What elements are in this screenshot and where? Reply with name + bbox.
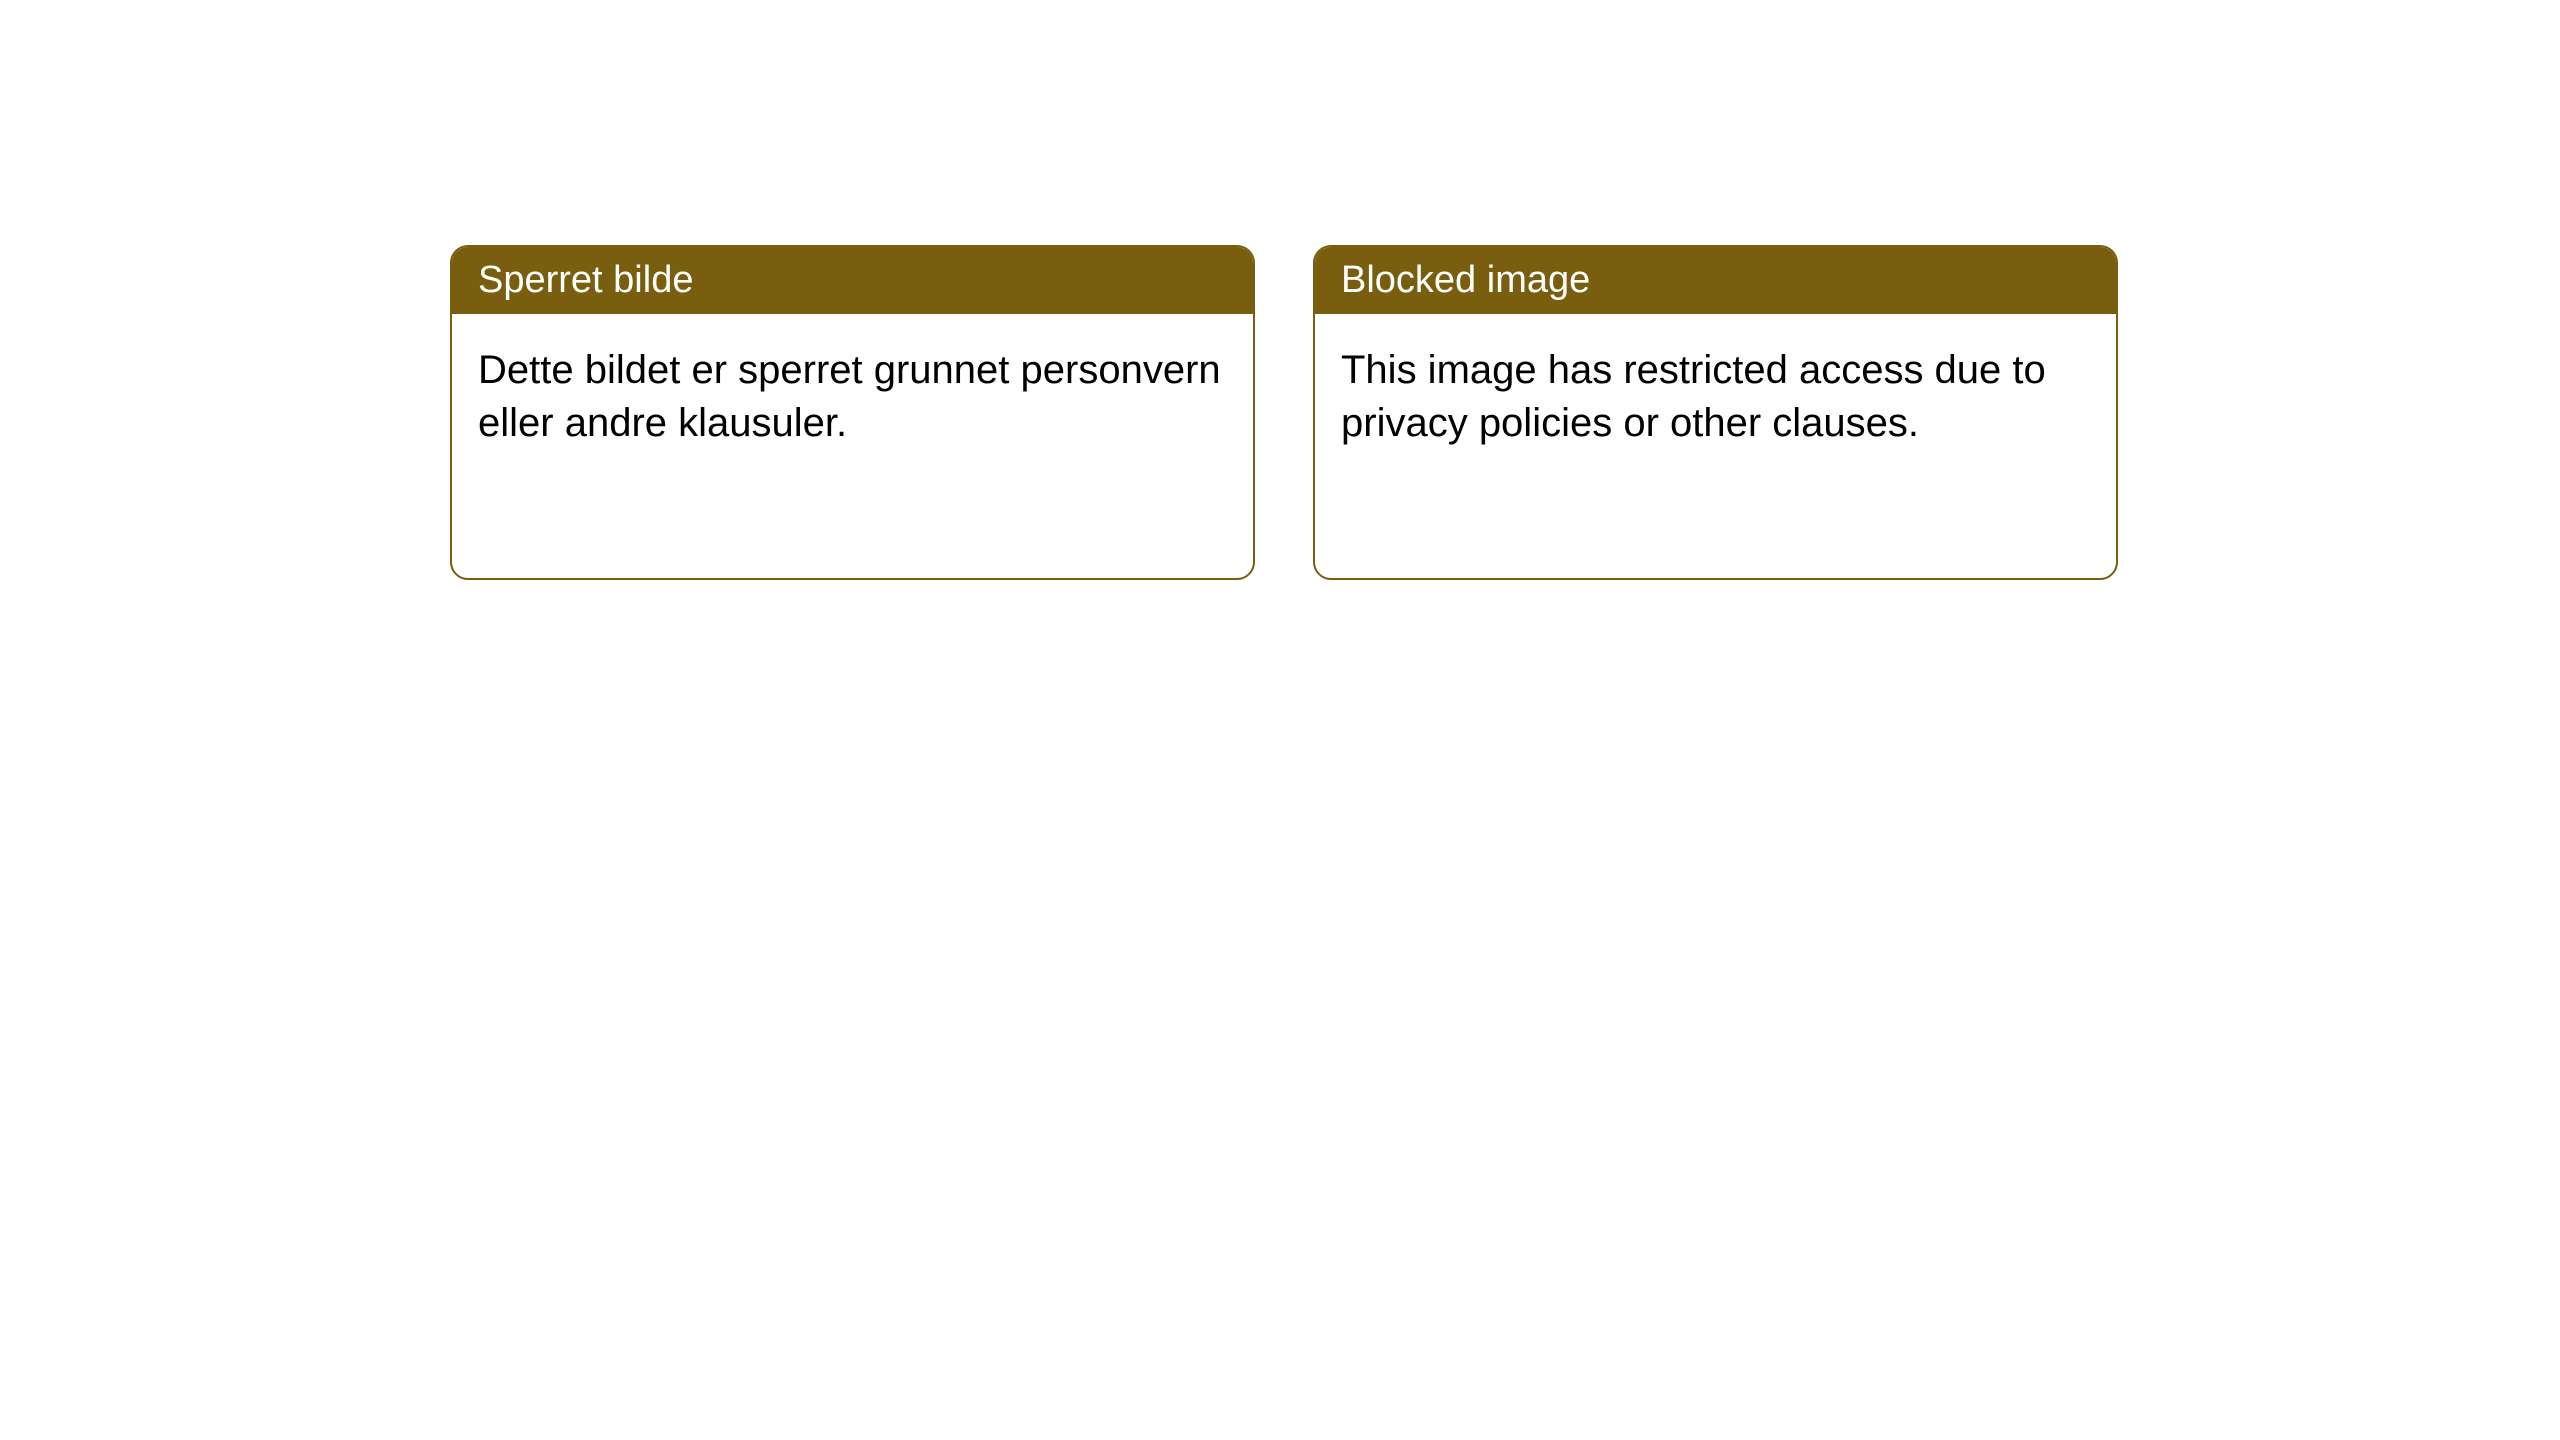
notice-body-en: This image has restricted access due to … [1315,314,2116,480]
notice-title-no: Sperret bilde [452,247,1253,314]
notice-title-en: Blocked image [1315,247,2116,314]
notice-card-en: Blocked image This image has restricted … [1313,245,2118,580]
notice-body-no: Dette bildet er sperret grunnet personve… [452,314,1253,480]
notice-container: Sperret bilde Dette bildet er sperret gr… [0,0,2560,580]
notice-card-no: Sperret bilde Dette bildet er sperret gr… [450,245,1255,580]
